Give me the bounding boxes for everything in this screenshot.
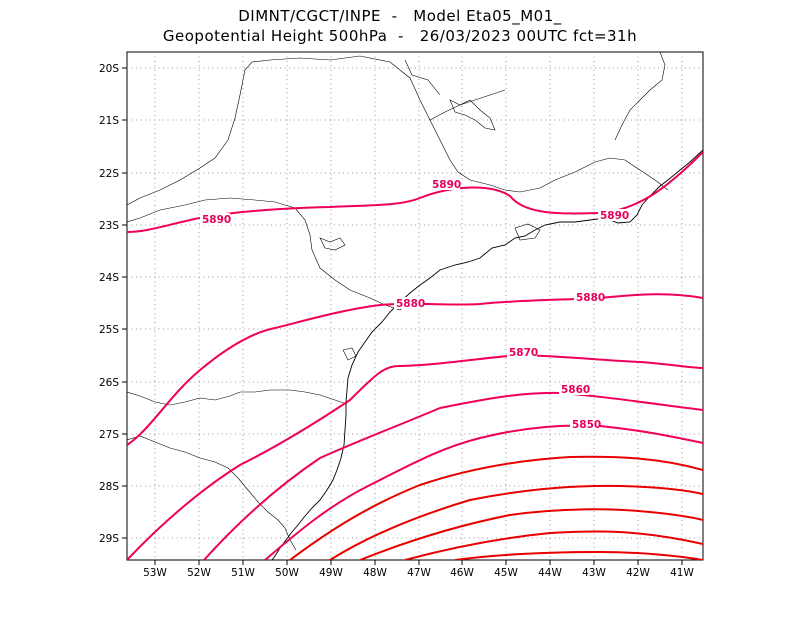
- contour-label: 5850: [572, 419, 601, 431]
- lon-label: 46W: [450, 567, 474, 579]
- contour-5810: [404, 530, 703, 560]
- contour-label: 5890: [600, 210, 629, 222]
- lon-label: 45W: [494, 567, 518, 579]
- lon-label: 48W: [363, 567, 387, 579]
- lake-outline: [319, 99, 541, 361]
- lat-label: 24S: [99, 272, 119, 284]
- plot-frame: [126, 51, 704, 561]
- lat-label: 28S: [99, 481, 119, 493]
- state-borders: [127, 52, 669, 551]
- contour-label: 5880: [576, 292, 605, 304]
- lon-label: 42W: [626, 567, 650, 579]
- lat-label: 22S: [99, 168, 119, 180]
- lon-label: 47W: [407, 567, 431, 579]
- lon-label: 44W: [538, 567, 562, 579]
- lat-label: 21S: [99, 115, 119, 127]
- longitude-labels: 53W 52W 51W 50W 49W 48W 47W 46W 45W 44W …: [143, 567, 694, 579]
- grid-lines: [127, 52, 703, 560]
- tick-marks: [122, 67, 683, 565]
- contour-labels: 5890 5890 5890 5880 5880 5870 5860 5850: [200, 178, 629, 431]
- contour-5870: [127, 353, 703, 560]
- contour-label: 5880: [396, 298, 425, 310]
- contour-5860: [203, 391, 703, 560]
- lat-label: 26S: [99, 377, 119, 389]
- coastline: [271, 149, 703, 560]
- lon-label: 52W: [187, 567, 211, 579]
- contour-label: 5870: [509, 347, 538, 359]
- contour-label: 5890: [202, 214, 231, 226]
- lat-label: 23S: [99, 220, 119, 232]
- contour-5800: [454, 550, 703, 560]
- lat-label: 25S: [99, 324, 119, 336]
- contour-5850: [264, 424, 703, 560]
- lon-label: 41W: [670, 567, 694, 579]
- contour-5840: [289, 455, 703, 560]
- contour-label: 5890: [432, 179, 461, 191]
- contour-label: 5860: [561, 384, 590, 396]
- latitude-labels: 20S 21S 22S 23S 24S 25S 26S 27S 28S 29S: [99, 63, 119, 545]
- lon-label: 53W: [143, 567, 167, 579]
- lon-label: 51W: [231, 567, 255, 579]
- lat-label: 27S: [99, 429, 119, 441]
- lat-label: 20S: [99, 63, 119, 75]
- map-title-line-2: Geopotential Height 500hPa - 26/03/2023 …: [162, 27, 638, 45]
- contour-5880: [127, 293, 703, 446]
- contour-5820: [359, 508, 703, 560]
- contour-5830: [329, 484, 703, 560]
- lon-label: 43W: [582, 567, 606, 579]
- contour-lines-red: [289, 455, 703, 560]
- lon-label: 49W: [319, 567, 343, 579]
- lon-label: 50W: [275, 567, 299, 579]
- lat-label: 29S: [99, 533, 119, 545]
- map-title-line-1: DIMNT/CGCT/INPE - Model Eta05_M01_: [238, 7, 562, 25]
